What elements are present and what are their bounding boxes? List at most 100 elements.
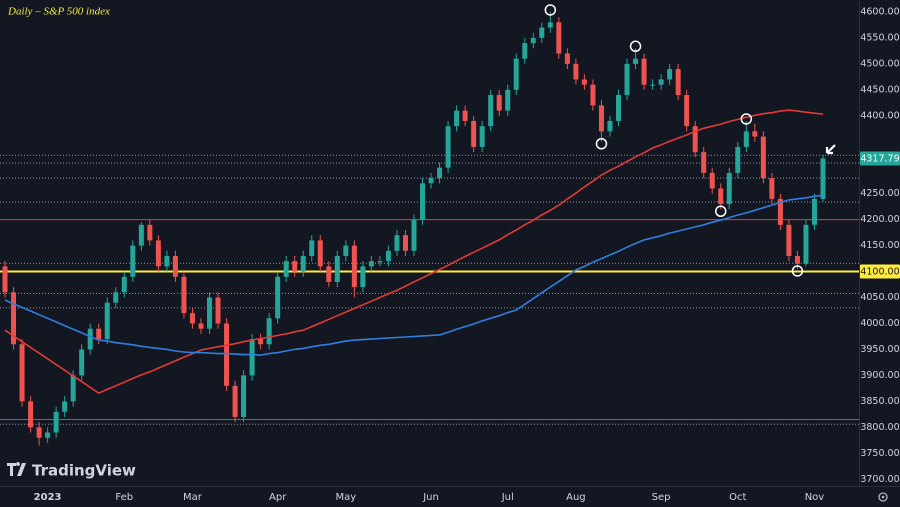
candle-body (411, 219, 417, 251)
candle-body (36, 427, 42, 438)
candle-body (189, 313, 195, 324)
y-tick-label: 4150.00 (860, 240, 899, 251)
candle-body (726, 172, 732, 205)
candle-body (641, 58, 647, 85)
candle-body (198, 323, 204, 329)
candle-body (479, 126, 485, 147)
candle-body (462, 110, 468, 121)
x-tick-label: Nov (805, 492, 825, 503)
candle-body (743, 131, 749, 147)
candle-body (794, 255, 800, 264)
y-tick-label: 3750.00 (860, 448, 899, 459)
level-label-box (860, 264, 900, 279)
candle-body (317, 240, 323, 267)
candle-body (292, 261, 298, 272)
candle-body (650, 84, 656, 86)
candle-body (360, 266, 366, 288)
candle-body (224, 323, 230, 386)
swing-marker (629, 40, 642, 53)
candle-body (249, 339, 255, 376)
candle-body (275, 276, 281, 319)
candle-body (62, 401, 68, 412)
y-tick-label: 4000.00 (860, 318, 899, 329)
candle-body (556, 22, 562, 54)
x-tick-label: May (335, 492, 356, 503)
candle-body (351, 245, 357, 288)
candle-body (266, 318, 272, 345)
y-tick-label: 4050.00 (860, 292, 899, 303)
candle-body (505, 89, 511, 111)
candle-body (735, 146, 741, 173)
x-tick-label: Mar (183, 492, 203, 503)
y-tick-label: 3900.00 (860, 370, 899, 381)
candle-body (368, 261, 374, 267)
candle-body (241, 375, 247, 417)
candle-body (769, 178, 775, 199)
y-tick-label: 3700.00 (860, 474, 899, 485)
candle-body (675, 69, 681, 96)
y-tick-label: 4500.00 (860, 58, 899, 69)
candle-body (45, 432, 51, 438)
candle-body (581, 79, 587, 85)
candle-body (658, 79, 664, 85)
candle-body (428, 178, 434, 184)
candle-body (70, 375, 76, 402)
candle-body (155, 240, 161, 267)
candle-body (343, 245, 349, 256)
swing-marker (544, 4, 557, 16)
candle-body (121, 276, 127, 293)
candle-body (598, 105, 604, 132)
candle-body (96, 328, 102, 340)
y-tick-label: 4200.00 (860, 214, 899, 225)
settings-ring[interactable] (878, 492, 888, 502)
candle-body (624, 63, 630, 96)
candle-body (28, 401, 34, 428)
candle-body (377, 261, 383, 263)
candle-body (232, 385, 238, 417)
candle-body (471, 120, 477, 147)
x-tick-label: Jun (422, 492, 439, 503)
candle-body (718, 188, 724, 205)
candle-body (590, 84, 596, 106)
candle-body (258, 339, 264, 345)
logo-icon (7, 462, 26, 476)
candle-body (420, 183, 426, 220)
candle-body (283, 261, 289, 277)
candle-body (803, 224, 809, 264)
candle-body (539, 27, 545, 38)
candle-body (820, 158, 826, 199)
chart-title: Daily – S&P 500 index (7, 6, 110, 18)
y-tick-label: 4400.00 (860, 110, 899, 121)
candle-body (334, 255, 340, 282)
candle-body (215, 297, 221, 324)
y-tick-label: 4450.00 (860, 84, 899, 95)
level-label: 4100.00 (860, 267, 899, 278)
candle-body (786, 224, 792, 256)
swing-marker (791, 265, 804, 277)
candle-body (760, 136, 766, 179)
y-tick-label: 4550.00 (860, 32, 899, 43)
settings-dot[interactable] (881, 495, 885, 499)
candle-body (113, 292, 119, 303)
swing-marker (715, 205, 727, 217)
candle-body (172, 255, 178, 277)
candle-body (752, 131, 758, 137)
candle-body (181, 276, 187, 314)
settings-icon[interactable] (878, 492, 888, 502)
candle-body (573, 63, 579, 80)
swing-marker (595, 138, 608, 150)
logo-text: TradingView (32, 462, 136, 480)
candle-body (701, 152, 707, 173)
candle-body (147, 224, 153, 241)
candle-body (87, 328, 93, 350)
candle-body (777, 198, 783, 225)
candle-body (385, 250, 391, 262)
candle-body (607, 120, 613, 132)
candle-body (633, 58, 639, 64)
candle-body (79, 349, 85, 376)
candle-body (709, 172, 715, 189)
last-price-label: 4317.79 (860, 153, 899, 164)
candle-body (530, 37, 536, 44)
